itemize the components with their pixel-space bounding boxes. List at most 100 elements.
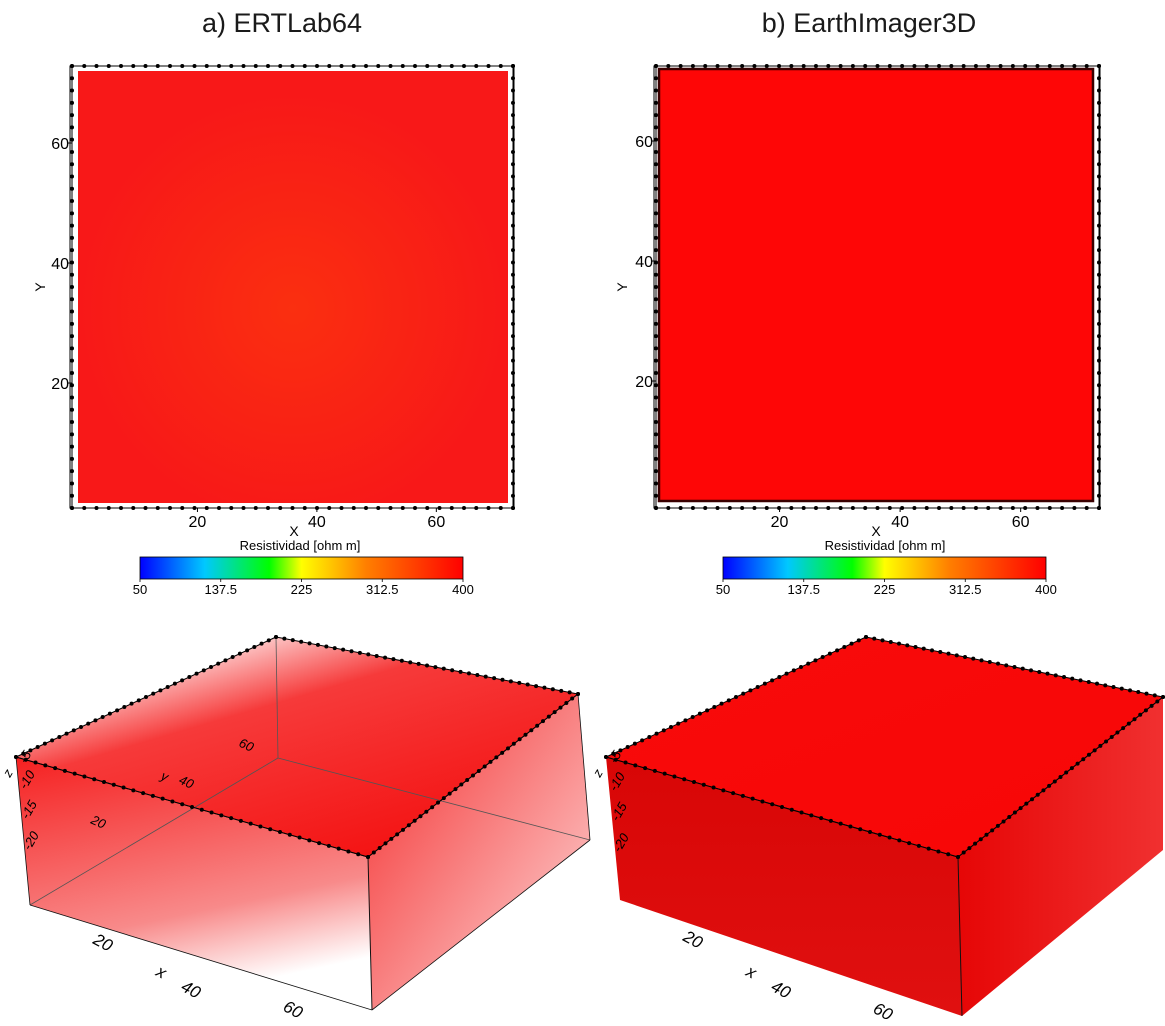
electrode-marker bbox=[996, 661, 1000, 666]
electrode-marker bbox=[1111, 685, 1116, 689]
electrode-marker bbox=[1035, 64, 1040, 68]
y-tick-label: 20 bbox=[51, 376, 69, 393]
electrode-marker bbox=[875, 64, 880, 68]
electrode-marker bbox=[1095, 681, 1099, 686]
electrode-marker bbox=[755, 685, 760, 689]
colorbar-tick-label: 400 bbox=[1035, 582, 1057, 597]
electrode-marker bbox=[511, 113, 515, 118]
electrode-marker bbox=[1152, 693, 1157, 698]
electrode-marker bbox=[1121, 726, 1126, 731]
y-tick-label: 40 bbox=[51, 256, 69, 273]
electrode-marker bbox=[604, 755, 608, 759]
electrode-marker bbox=[299, 639, 304, 644]
electrode-marker bbox=[511, 248, 515, 253]
panel-d-electrodes bbox=[604, 635, 1165, 859]
electrode-marker bbox=[613, 757, 618, 762]
electrode-marker bbox=[201, 668, 206, 673]
electrode-marker bbox=[912, 64, 917, 68]
electrode-marker bbox=[838, 506, 843, 510]
panel-d-x-tick-label: 20 bbox=[679, 926, 706, 952]
y-tick-label: 60 bbox=[51, 136, 69, 153]
electrode-marker bbox=[278, 830, 282, 834]
electrode-marker bbox=[498, 64, 503, 68]
electrode-marker bbox=[633, 763, 638, 768]
electrode-marker bbox=[70, 432, 74, 437]
electrode-marker bbox=[416, 661, 421, 666]
electrode-marker bbox=[241, 506, 246, 510]
electrode-marker bbox=[819, 816, 824, 821]
electrode-marker bbox=[838, 821, 843, 826]
electrode-marker bbox=[204, 506, 209, 510]
electrode-marker bbox=[151, 691, 156, 696]
electrode-marker bbox=[453, 787, 458, 792]
electrode-marker bbox=[828, 818, 833, 823]
electrode-marker bbox=[791, 668, 796, 673]
electrode-marker bbox=[425, 663, 429, 668]
electrode-marker bbox=[559, 688, 564, 693]
electrode-marker bbox=[339, 64, 344, 68]
electrode-marker bbox=[1115, 730, 1120, 735]
electrode-marker bbox=[70, 395, 74, 400]
electrode-marker bbox=[913, 645, 918, 649]
electrode-marker bbox=[441, 666, 446, 671]
electrode-marker bbox=[827, 651, 832, 656]
electrode-marker bbox=[990, 828, 995, 833]
electrode-marker bbox=[995, 823, 1000, 828]
electrode-marker bbox=[535, 723, 540, 728]
electrode-marker bbox=[70, 199, 74, 204]
electrode-marker bbox=[956, 855, 960, 859]
electrode-marker bbox=[678, 64, 683, 68]
electrode-marker bbox=[1109, 735, 1114, 739]
electrode-marker bbox=[245, 648, 250, 653]
electrode-marker bbox=[780, 805, 784, 809]
electrode-marker bbox=[486, 506, 491, 510]
electrode-marker bbox=[252, 645, 257, 649]
electrode-marker bbox=[529, 728, 534, 733]
electrode-marker bbox=[727, 506, 732, 510]
electrode-marker bbox=[1097, 334, 1101, 339]
electrode-marker bbox=[70, 407, 74, 412]
electrode-marker bbox=[259, 641, 264, 646]
electrode-marker bbox=[349, 649, 354, 654]
electrode-marker bbox=[79, 725, 83, 729]
electrode-marker bbox=[888, 640, 893, 644]
electrode-marker bbox=[567, 690, 572, 695]
electrode-marker bbox=[864, 635, 868, 639]
electrode-marker bbox=[70, 309, 74, 314]
electrode-marker bbox=[877, 832, 882, 837]
electrode-marker bbox=[1035, 506, 1040, 510]
electrode-marker bbox=[1097, 113, 1101, 118]
electrode-marker bbox=[654, 370, 658, 375]
electrode-marker bbox=[715, 64, 720, 68]
electrode-marker bbox=[654, 64, 658, 68]
electrode-marker bbox=[23, 757, 28, 762]
electrode-marker bbox=[511, 199, 515, 204]
electrode-marker bbox=[752, 506, 757, 510]
electrode-marker bbox=[777, 675, 782, 679]
electrode-marker bbox=[705, 708, 710, 713]
electrode-marker bbox=[506, 746, 510, 751]
electrode-marker bbox=[799, 810, 804, 815]
electrode-marker bbox=[1097, 370, 1101, 375]
electrode-marker bbox=[217, 506, 221, 510]
electrode-marker bbox=[1010, 64, 1015, 68]
electrode-marker bbox=[290, 64, 295, 68]
electrode-marker bbox=[1020, 666, 1025, 671]
electrode-marker bbox=[640, 738, 645, 743]
electrode-marker bbox=[654, 88, 658, 93]
electrode-marker bbox=[248, 821, 253, 826]
electrode-marker bbox=[1097, 297, 1101, 302]
x-tick-label: 40 bbox=[308, 514, 326, 531]
electrode-marker bbox=[158, 688, 163, 693]
electrode-marker bbox=[253, 506, 258, 510]
electrode-marker bbox=[94, 506, 99, 510]
electrode-marker bbox=[752, 64, 757, 68]
electrode-marker bbox=[523, 732, 528, 737]
electrode-marker bbox=[850, 64, 855, 68]
electrode-marker bbox=[1097, 64, 1101, 68]
electrode-marker bbox=[1097, 506, 1101, 510]
electrode-marker bbox=[1103, 683, 1108, 688]
electrode-marker bbox=[654, 309, 658, 314]
electrode-marker bbox=[241, 64, 246, 68]
electrode-marker bbox=[654, 321, 658, 326]
